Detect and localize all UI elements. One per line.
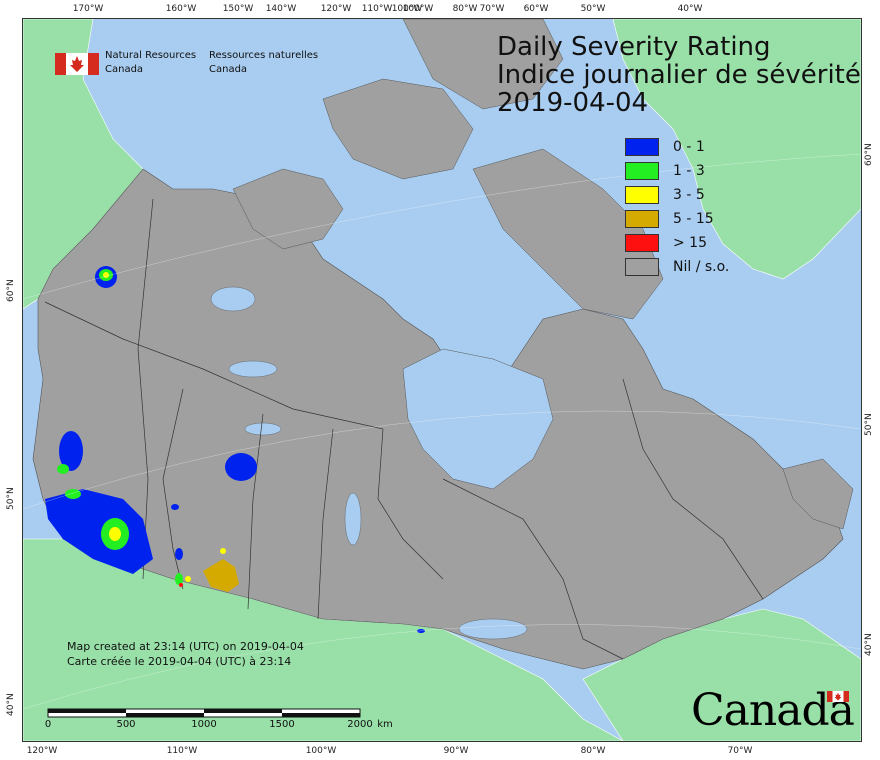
greenland [612,19,861,280]
title-date: 2019-04-04 [497,88,649,118]
legend-label: > 15 [673,235,707,251]
bottom-graticule-label: 120°W [26,746,58,756]
right-graticule-label: 40°N [864,633,874,656]
lake-superior [458,618,528,640]
left-graticule-label: 50°N [6,487,16,510]
top-graticule-label: 100°W [391,4,423,14]
bottom-graticule-label: 100°W [305,746,337,756]
dsr-blob [59,431,83,471]
newfoundland [782,458,854,530]
dsr-blob [185,576,191,582]
created-en: Map created at 23:14 (UTC) on 2019-04-04 [67,640,304,653]
dsr-blob [103,272,109,278]
baffin-island [472,148,664,320]
title-fr: Indice journalier de sévérité [497,60,861,90]
dsr-blob [220,548,226,554]
legend-item: Nil / s.o. [625,255,729,279]
legend-swatch [625,186,659,204]
scale-bar: 0 500 1000 1500 2000 km [45,705,393,730]
scale-tick-label: 1500 [269,719,295,730]
legend-label: 0 - 1 [673,139,705,155]
map-canvas[interactable] [23,19,861,741]
canada-wordmark: Canada [691,685,855,736]
legend-swatch [625,162,659,180]
top-graticule-label: 150°W [222,4,254,14]
title-en: Daily Severity Rating [497,32,771,62]
legend-label: 1 - 3 [673,163,705,179]
dsr-blob [175,548,183,560]
wordmark-flag-icon [827,691,849,702]
legend-swatch [625,234,659,252]
great-bear-lake [210,286,256,312]
top-graticule-label: 70°W [479,4,505,14]
dsr-blob [225,453,257,481]
dsr-blob [417,629,425,633]
top-graticule-label: 50°W [580,4,606,14]
dsr-blob [45,489,153,574]
agency-fr-2: Canada [209,64,248,75]
scale-tick-label: 1000 [191,719,217,730]
agency-en-1: Natural Resources [105,50,197,61]
dsr-blob [175,573,183,585]
creation-note: Map created at 23:14 (UTC) on 2019-04-04… [67,639,304,669]
canada-flag-icon [55,53,99,75]
left-graticule-label: 40°N [6,693,16,716]
bottom-graticule-label: 90°W [443,746,469,756]
top-graticule-label: 160°W [165,4,197,14]
top-graticule-label: 100°W [402,4,434,14]
dsr-overlay [45,266,425,633]
dsr-blob [179,583,183,587]
dsr-blob [109,527,121,541]
top-graticule-label: 80°W [452,4,478,14]
legend-swatch [625,210,659,228]
legend-item: > 15 [625,231,729,255]
legend-label: 3 - 5 [673,187,705,203]
scale-tick-label: 2000 [347,719,373,730]
top-graticule-label: 120°W [320,4,352,14]
top-graticule-label: 140°W [265,4,297,14]
bottom-graticule-label: 80°W [580,746,606,756]
top-graticule-label: 40°W [677,4,703,14]
top-graticule-label: 170°W [72,4,104,14]
top-graticule-label: 60°W [523,4,549,14]
created-fr: Carte créée le 2019-04-04 (UTC) à 23:14 [67,655,292,668]
legend-item: 3 - 5 [625,183,729,207]
bottom-graticule-label: 110°W [166,746,198,756]
map-frame[interactable]: Natural Resources Canada Ressources natu… [22,18,862,742]
legend-swatch [625,138,659,156]
top-graticule-label: 110°W [361,4,393,14]
legend-label: 5 - 15 [673,211,714,227]
left-graticule-label: 60°N [6,279,16,302]
legend-item: 0 - 1 [625,135,729,159]
lake-winnipeg [344,492,362,546]
legend-item: 1 - 3 [625,159,729,183]
hudson-bay [402,348,554,490]
arctic-island-1 [232,168,344,250]
dsr-blob [57,464,69,474]
dsr-blob [65,489,81,499]
legend-label: Nil / s.o. [673,259,730,275]
legend: 0 - 1 1 - 3 3 - 5 5 - 15 > 15 Nil / s.o. [625,135,729,279]
scale-tick-label: 0 [44,719,52,730]
arctic-island-3 [402,19,564,110]
scale-unit: km [377,719,393,730]
scale-bar-graphic [47,708,361,718]
legend-swatch [625,258,659,276]
agency-fr-1: Ressources naturelles [209,50,319,61]
scale-tick-label: 500 [116,719,136,730]
bottom-graticule-label: 70°W [727,746,753,756]
arctic-island-2 [322,78,474,180]
right-graticule-label: 50°N [864,413,874,436]
dsr-blob [203,559,239,592]
right-graticule-label: 60°N [864,143,874,166]
lake-athabasca [244,422,282,436]
agency-en-2: Canada [105,64,144,75]
map-title: Daily Severity Rating Indice journalier … [497,33,861,117]
dsr-blob [171,504,179,510]
graticule [23,153,861,710]
great-slave-lake [228,360,278,378]
legend-item: 5 - 15 [625,207,729,231]
